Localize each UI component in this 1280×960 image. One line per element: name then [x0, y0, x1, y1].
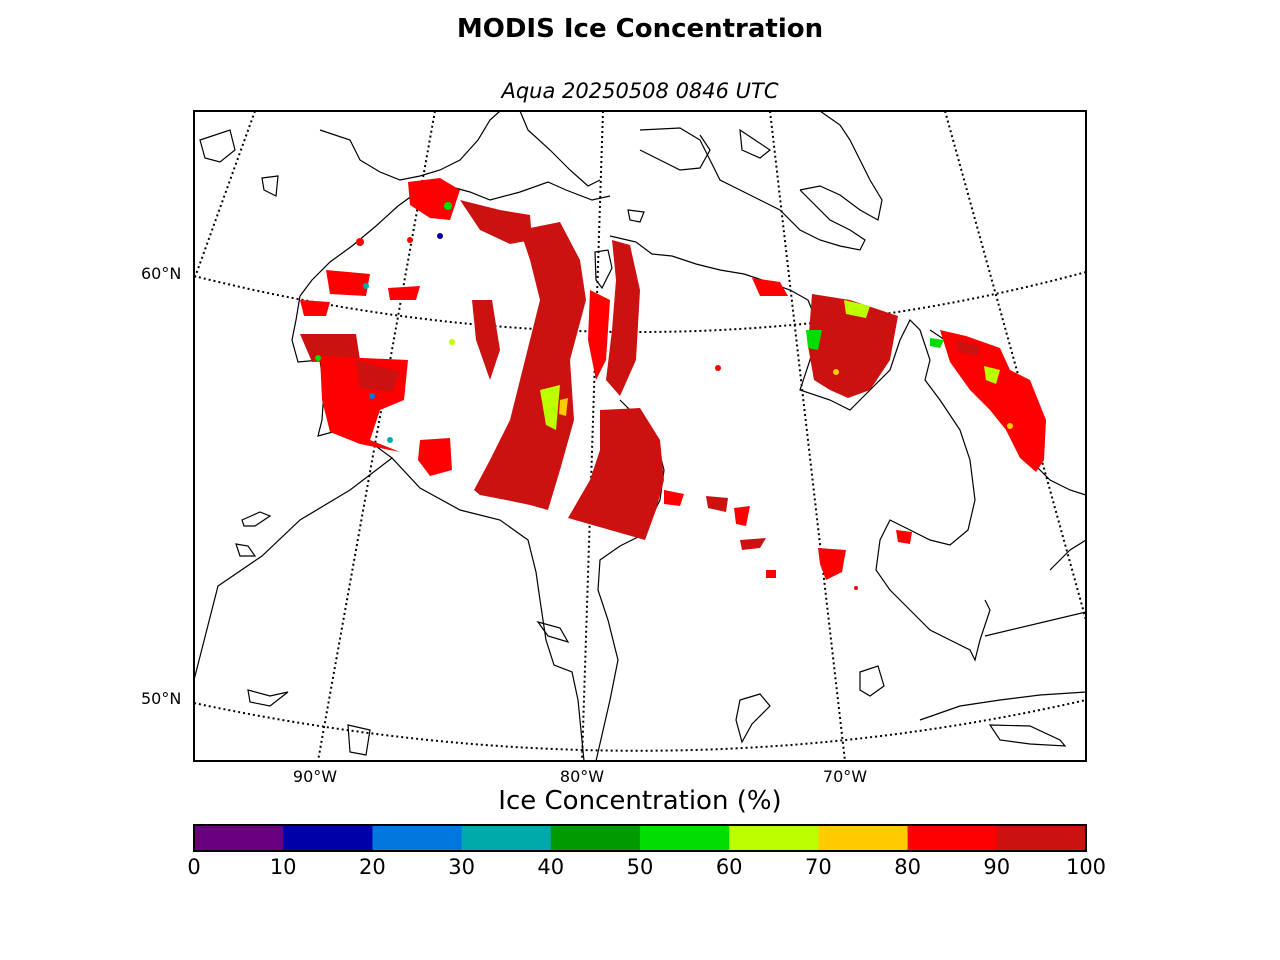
colorbar-tick-label: 60	[715, 855, 743, 879]
ice-patch	[806, 330, 822, 350]
colorbar-swatch	[729, 825, 819, 851]
ice-patch	[752, 278, 788, 296]
ice-patch	[388, 286, 420, 300]
lat-label-50n: 50°N	[141, 689, 182, 708]
colorbar-swatch	[640, 825, 730, 851]
colorbar-tick-label: 20	[359, 855, 386, 879]
ice-speck	[1007, 423, 1013, 429]
ice-speck	[715, 365, 721, 371]
ice-patch	[300, 334, 360, 362]
ice-speck	[369, 393, 375, 399]
ice-patch	[472, 300, 500, 380]
colorbar-swatch	[283, 825, 373, 851]
colorbar-tick-label: 10	[269, 855, 297, 879]
map-title: MODIS Ice Concentration	[456, 14, 824, 44]
ice-patch	[844, 300, 870, 318]
colorbar-frame	[193, 824, 1087, 852]
colorbar-swatch	[996, 825, 1087, 851]
ice-patch	[896, 530, 912, 544]
colorbar-title: Ice Concentration (%)	[498, 786, 782, 816]
ice-patch	[940, 330, 1046, 472]
ice-patch	[606, 240, 640, 396]
colorbar-swatch	[372, 825, 463, 851]
ice-speck	[833, 369, 839, 375]
lat-label-60n: 60°N	[141, 264, 182, 283]
ice-patch	[460, 200, 532, 244]
colorbar-swatch	[194, 825, 284, 851]
colorbar-tick-label: 100	[1065, 855, 1107, 879]
ice-concentration-layer	[300, 178, 1046, 590]
ice-patch	[418, 438, 452, 476]
colorbar-tick-label: 30	[448, 855, 475, 879]
colorbar-tick-label: 80	[894, 855, 921, 879]
ice-speck	[356, 238, 364, 246]
ice-patch	[559, 398, 568, 416]
map-area	[194, 111, 1086, 761]
colorbar-tick-label: 40	[537, 855, 565, 879]
ice-speck	[407, 237, 413, 243]
ice-patch	[326, 270, 370, 296]
lon-label-90w: 90°W	[292, 767, 338, 786]
ice-patch	[568, 408, 664, 540]
colorbar-swatch	[907, 825, 998, 851]
ice-speck	[854, 586, 858, 590]
ice-patch	[818, 548, 846, 580]
ice-patch	[740, 538, 766, 550]
ice-speck	[387, 437, 393, 443]
colorbar-swatch	[818, 825, 909, 851]
colorbar-tick-label: 90	[983, 855, 1011, 879]
ice-speck	[363, 283, 369, 289]
ice-patch	[766, 570, 776, 578]
colorbar-swatch	[461, 825, 552, 851]
ice-patch	[540, 385, 560, 430]
ice-patch	[474, 222, 586, 510]
ice-patch	[984, 366, 1000, 384]
ice-speck	[437, 233, 443, 239]
colorbar-tick-label: 0	[187, 855, 201, 879]
ice-patch	[664, 490, 684, 506]
ice-speck	[444, 202, 452, 210]
lon-label-70w: 70°W	[822, 767, 868, 786]
lon-label-80w: 80°W	[559, 767, 605, 786]
map-subtitle: Aqua 20250508 0846 UTC	[501, 79, 779, 103]
ice-patch	[808, 294, 898, 398]
colorbar-tick-label: 70	[805, 855, 832, 879]
map-frame	[193, 110, 1087, 762]
colorbar-tick-label: 50	[626, 855, 654, 879]
ice-patch	[734, 506, 750, 526]
ice-patch	[300, 300, 330, 316]
ice-speck	[315, 355, 321, 361]
graticule	[194, 111, 1086, 761]
ice-patch	[930, 338, 944, 348]
ice-patch	[956, 340, 980, 356]
ice-patch	[356, 360, 400, 392]
colorbar-swatch	[550, 825, 641, 851]
ice-speck	[449, 339, 455, 345]
ice-patch	[588, 290, 610, 380]
ice-patch	[706, 496, 728, 512]
colorbar	[194, 825, 1087, 851]
